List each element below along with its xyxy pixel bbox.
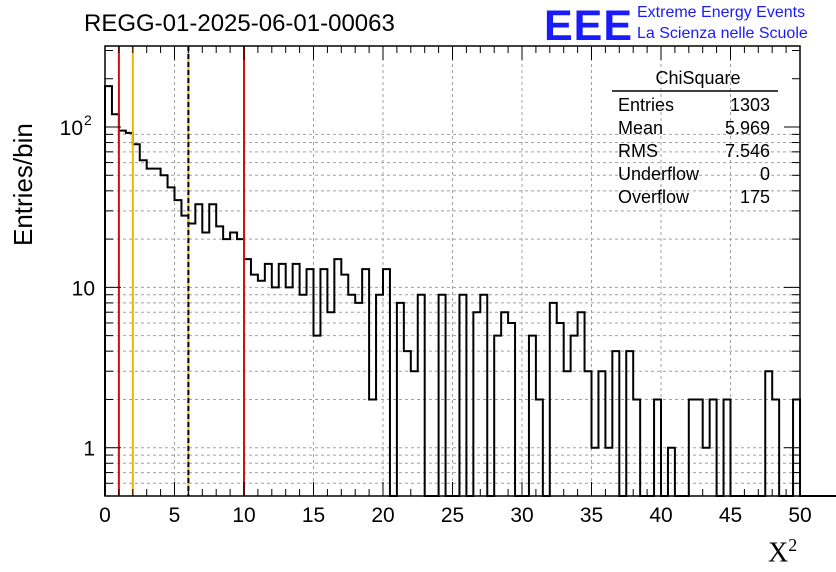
x-axis-label: X2 (768, 535, 797, 569)
histogram-bin (286, 287, 293, 496)
histogram-bin (598, 371, 605, 496)
y-tick-label: 10 (60, 117, 83, 140)
stats-label: Underflow (618, 164, 700, 184)
histogram-bin (119, 131, 126, 496)
histogram-bin (112, 114, 119, 496)
histogram-bin (480, 295, 487, 496)
histogram-bin (348, 295, 355, 496)
histogram-bin (404, 351, 411, 496)
histogram-bin (459, 295, 466, 496)
x-axis-label-text: X (768, 537, 789, 569)
histogram-bin (175, 200, 182, 496)
logo-line-2: La Scienza nelle Scuole (637, 25, 808, 42)
histogram-bin (168, 187, 175, 496)
x-tick-label: 50 (788, 504, 811, 527)
eee-logo: EEE (544, 2, 634, 50)
stats-label: Overflow (618, 187, 690, 207)
histogram-bin (439, 295, 446, 496)
histogram-bin (230, 232, 237, 496)
histogram-bin (585, 371, 592, 496)
y-tick-label: 1 (83, 438, 95, 461)
histogram-bin (195, 204, 202, 496)
histogram-bin (126, 133, 133, 496)
stats-label: RMS (618, 141, 658, 161)
stats-value: 7.546 (725, 141, 770, 161)
x-tick-label: 0 (99, 504, 111, 527)
histogram-bin (223, 239, 230, 496)
histogram-bin (473, 312, 480, 496)
histogram-bin (529, 336, 536, 496)
histogram-bin (154, 169, 161, 496)
x-tick-label: 35 (580, 504, 603, 527)
histogram-bin (626, 351, 633, 496)
histogram-bin (202, 232, 209, 496)
histogram-bin (314, 336, 321, 496)
x-tick-label: 15 (302, 504, 325, 527)
histogram-bin (494, 336, 501, 496)
y-tick-label: 10 (72, 277, 95, 300)
histogram-bin (411, 371, 418, 496)
histogram-bin (557, 323, 564, 496)
histogram-bin (147, 169, 154, 496)
histogram-bin (272, 287, 279, 496)
histogram-bin (501, 312, 508, 496)
histogram-bin (265, 264, 272, 496)
stats-label: Entries (618, 95, 674, 115)
histogram-bin (418, 295, 425, 496)
x-tick-label: 45 (719, 504, 742, 527)
x-axis-label-sup: 2 (788, 535, 798, 555)
histogram-bin (133, 144, 140, 496)
histogram-bin (564, 371, 571, 496)
x-tick-label: 20 (371, 504, 394, 527)
histogram-bin (508, 323, 515, 496)
histogram-bin (578, 312, 585, 496)
stats-title: ChiSquare (655, 68, 740, 88)
histogram-bin (300, 295, 307, 496)
stats-value: 5.969 (725, 118, 770, 138)
y-tick-label-sup: 2 (84, 112, 92, 128)
histogram-bin (327, 312, 334, 496)
x-tick-label: 5 (169, 504, 181, 527)
histogram-bin (105, 86, 112, 496)
stats-value: 175 (740, 187, 770, 207)
x-tick-label: 30 (510, 504, 533, 527)
histogram-bin (237, 239, 244, 496)
histogram-bin (279, 264, 286, 496)
stats-label: Mean (618, 118, 663, 138)
stats-value: 0 (760, 164, 770, 184)
x-tick-label: 40 (649, 504, 672, 527)
x-tick-label: 25 (441, 504, 464, 527)
histogram-bin (376, 295, 383, 496)
logo-line-1: Extreme Energy Events (637, 4, 806, 21)
histogram-bin (209, 204, 216, 496)
histogram-bin (612, 351, 619, 496)
stats-value: 1303 (730, 95, 770, 115)
histogram-bin (293, 264, 300, 496)
histogram-bin (571, 336, 578, 496)
histogram-series (104, 85, 836, 497)
histogram-bin (765, 371, 772, 496)
x-tick-label: 10 (232, 504, 255, 527)
histogram-bin (181, 216, 188, 496)
chart-title: REGG-01-2025-06-01-00063 (84, 10, 395, 37)
